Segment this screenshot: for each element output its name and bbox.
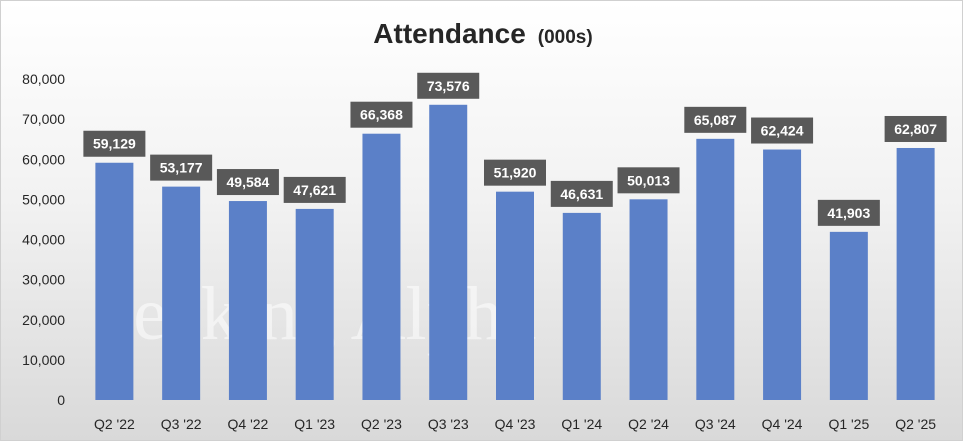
x-tick-label: Q1 '25: [828, 416, 869, 432]
data-label: 59,129: [83, 130, 146, 157]
bar: [763, 149, 802, 400]
data-label-box: [417, 72, 480, 99]
data-label: 62,807: [884, 115, 947, 142]
bar: [562, 212, 601, 400]
data-label-box: [751, 117, 814, 144]
data-label-box: [83, 130, 146, 157]
data-label-text: 51,920: [494, 165, 537, 181]
data-label: 65,087: [684, 106, 747, 133]
data-label-text: 47,621: [293, 182, 336, 198]
x-tick-label: Q2 '22: [94, 416, 135, 432]
data-label-box: [283, 176, 346, 203]
bar: [896, 147, 935, 400]
data-label: 73,576: [417, 72, 480, 99]
x-tick-label: Q4 '24: [762, 416, 803, 432]
y-tick-label: 0: [57, 392, 65, 408]
data-label: 47,621: [283, 176, 346, 203]
data-label-box: [150, 154, 213, 181]
data-label: 50,013: [617, 167, 680, 194]
x-tick-label: Q4 '22: [228, 416, 269, 432]
data-label-box: [684, 106, 747, 133]
data-label-box: [216, 169, 279, 196]
x-tick-label: Q1 '23: [294, 416, 335, 432]
bar: [362, 133, 401, 400]
chart-title-subtitle: (000s): [538, 27, 593, 48]
data-label-box: [484, 159, 546, 186]
data-label-text: 50,013: [627, 172, 670, 188]
x-tick-label: Q2 '23: [361, 416, 402, 432]
data-label: 62,424: [751, 117, 814, 144]
x-tick-label: Q4 '23: [495, 416, 536, 432]
data-label-box: [817, 199, 880, 226]
data-label-text: 53,177: [160, 160, 203, 176]
data-label: 51,920: [484, 159, 546, 186]
y-tick-label: 60,000: [22, 151, 65, 167]
bar: [162, 186, 201, 400]
x-tick-label: Q3 '24: [695, 416, 736, 432]
bar: [829, 231, 868, 400]
data-label: 53,177: [150, 154, 213, 181]
y-tick-label: 30,000: [22, 272, 65, 288]
data-label-text: 73,576: [427, 78, 470, 94]
bar: [629, 199, 668, 400]
bar-series: [95, 104, 935, 400]
y-tick-label: 80,000: [22, 71, 65, 87]
x-tick-label: Q3 '23: [428, 416, 469, 432]
y-tick-label: 50,000: [22, 191, 65, 207]
data-label-text: 66,368: [360, 107, 403, 123]
bar: [429, 104, 468, 400]
y-tick-label: 20,000: [22, 312, 65, 328]
x-axis: Q2 '22 Q3 '22 Q4 '22 Q1 '23 Q2 '23 Q3 '23 Q4 '…: [94, 416, 936, 432]
chart-title-main: Attendance: [373, 18, 525, 49]
data-label-text: 49,584: [227, 174, 270, 190]
data-label-text: 65,087: [694, 112, 737, 128]
x-tick-label: Q2 '25: [895, 416, 936, 432]
data-label: 66,368: [350, 101, 413, 128]
bar: [696, 138, 735, 400]
data-label: 46,631: [550, 180, 613, 207]
data-label-box: [350, 101, 413, 128]
bar: [228, 201, 267, 400]
data-label-box: [617, 167, 680, 194]
y-tick-label: 40,000: [22, 232, 65, 248]
data-label-text: 59,129: [93, 136, 136, 152]
y-tick-label: 10,000: [22, 352, 65, 368]
data-label-text: 46,631: [560, 186, 603, 202]
x-tick-label: Q3 '22: [161, 416, 202, 432]
y-tick-label: 70,000: [22, 111, 65, 127]
data-label-box: [884, 115, 947, 142]
bar: [95, 162, 134, 400]
x-tick-label: Q1 '24: [561, 416, 602, 432]
chart-title: Attendance (000s): [373, 18, 592, 49]
data-label-text: 41,903: [827, 205, 870, 221]
x-tick-label: Q2 '24: [628, 416, 669, 432]
y-axis: 0 10,000 20,000 30,000 40,000 50,000 60,000 70,…: [22, 71, 65, 408]
bar: [295, 208, 334, 400]
data-labels: 59,129 53,177 49,584 47,621 66,368 73,576 51,9…: [83, 72, 947, 226]
data-label-box: [550, 180, 613, 207]
data-label-text: 62,807: [894, 121, 937, 137]
data-label-text: 62,424: [761, 123, 804, 139]
data-label: 49,584: [216, 169, 279, 196]
bar: [496, 191, 534, 400]
data-label: 41,903: [817, 199, 880, 226]
